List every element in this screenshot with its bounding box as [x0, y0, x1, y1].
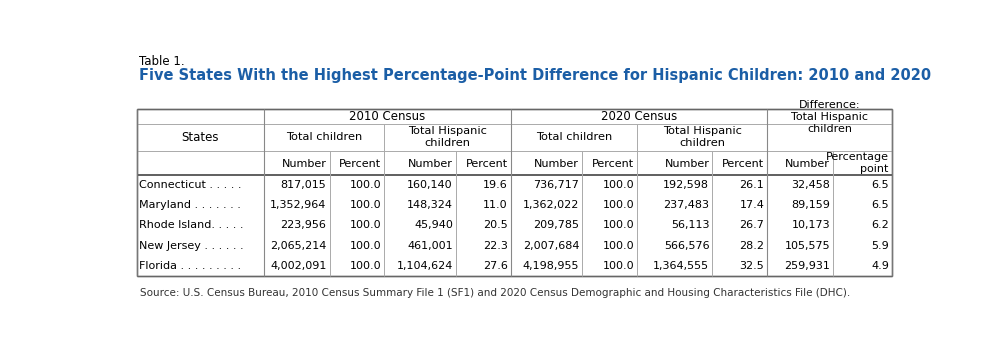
Text: 2,007,684: 2,007,684 — [523, 241, 579, 251]
Text: Rhode Island. . . . .: Rhode Island. . . . . — [139, 220, 244, 230]
Text: Percent: Percent — [721, 159, 763, 169]
Text: 100.0: 100.0 — [349, 180, 381, 190]
Text: 1,362,022: 1,362,022 — [523, 200, 579, 210]
Text: New Jersey . . . . . .: New Jersey . . . . . . — [139, 241, 244, 251]
Text: 100.0: 100.0 — [602, 200, 634, 210]
Text: 160,140: 160,140 — [407, 180, 452, 190]
Text: 223,956: 223,956 — [280, 220, 326, 230]
Text: 2010 Census: 2010 Census — [349, 110, 425, 123]
Text: 26.7: 26.7 — [738, 220, 763, 230]
Text: 1,352,964: 1,352,964 — [270, 200, 326, 210]
Text: Table 1.: Table 1. — [138, 55, 185, 68]
Bar — [137, 109, 891, 276]
Text: Five States With the Highest Percentage-Point Difference for Hispanic Children: : Five States With the Highest Percentage-… — [138, 68, 930, 82]
Text: Number: Number — [534, 159, 579, 169]
Text: 4.9: 4.9 — [871, 261, 888, 271]
Text: Difference:
Total Hispanic
children: Difference: Total Hispanic children — [790, 100, 868, 134]
Text: Number: Number — [784, 159, 829, 169]
Text: 6.5: 6.5 — [871, 200, 888, 210]
Text: Total Hispanic
children: Total Hispanic children — [662, 126, 741, 148]
Text: 566,576: 566,576 — [663, 241, 708, 251]
Text: 192,598: 192,598 — [663, 180, 708, 190]
Text: 1,104,624: 1,104,624 — [396, 261, 452, 271]
Text: 32,458: 32,458 — [790, 180, 829, 190]
Text: 6.5: 6.5 — [871, 180, 888, 190]
Text: 17.4: 17.4 — [738, 200, 763, 210]
Text: States: States — [182, 131, 219, 144]
Text: Total children: Total children — [286, 132, 362, 142]
Text: 6.2: 6.2 — [871, 220, 888, 230]
Text: Percent: Percent — [339, 159, 381, 169]
Text: 105,575: 105,575 — [783, 241, 829, 251]
Text: 19.6: 19.6 — [482, 180, 508, 190]
Text: Number: Number — [281, 159, 326, 169]
Text: Number: Number — [664, 159, 708, 169]
Text: 28.2: 28.2 — [738, 241, 763, 251]
Text: Total children: Total children — [536, 132, 612, 142]
Text: 461,001: 461,001 — [407, 241, 452, 251]
Text: Total Hispanic
children: Total Hispanic children — [408, 126, 486, 148]
Text: 148,324: 148,324 — [406, 200, 452, 210]
Text: 45,940: 45,940 — [413, 220, 452, 230]
Text: 259,931: 259,931 — [783, 261, 829, 271]
Text: Percent: Percent — [592, 159, 634, 169]
Text: Source: U.S. Census Bureau, 2010 Census Summary File 1 (SF1) and 2020 Census Dem: Source: U.S. Census Bureau, 2010 Census … — [140, 288, 850, 298]
Text: 2,065,214: 2,065,214 — [270, 241, 326, 251]
Text: 209,785: 209,785 — [533, 220, 579, 230]
Text: Percent: Percent — [465, 159, 508, 169]
Text: 2020 Census: 2020 Census — [601, 110, 677, 123]
Text: Percentage
point: Percentage point — [825, 152, 888, 174]
Text: 20.5: 20.5 — [482, 220, 508, 230]
Text: 1,364,555: 1,364,555 — [653, 261, 708, 271]
Text: 4,002,091: 4,002,091 — [270, 261, 326, 271]
Text: 10,173: 10,173 — [790, 220, 829, 230]
Text: 736,717: 736,717 — [533, 180, 579, 190]
Text: 89,159: 89,159 — [790, 200, 829, 210]
Text: 100.0: 100.0 — [602, 220, 634, 230]
Text: 817,015: 817,015 — [281, 180, 326, 190]
Text: 56,113: 56,113 — [670, 220, 708, 230]
Text: 26.1: 26.1 — [739, 180, 763, 190]
Text: Florida . . . . . . . . .: Florida . . . . . . . . . — [139, 261, 242, 271]
Text: Connecticut . . . . .: Connecticut . . . . . — [139, 180, 242, 190]
Text: 4,198,955: 4,198,955 — [523, 261, 579, 271]
Text: 11.0: 11.0 — [482, 200, 508, 210]
Text: 100.0: 100.0 — [349, 241, 381, 251]
Text: 22.3: 22.3 — [482, 241, 508, 251]
Text: 237,483: 237,483 — [663, 200, 708, 210]
Text: 100.0: 100.0 — [602, 261, 634, 271]
Text: Maryland . . . . . . .: Maryland . . . . . . . — [139, 200, 241, 210]
Text: 100.0: 100.0 — [349, 261, 381, 271]
Text: 27.6: 27.6 — [482, 261, 508, 271]
Text: 100.0: 100.0 — [602, 241, 634, 251]
Text: 100.0: 100.0 — [602, 180, 634, 190]
Text: Number: Number — [407, 159, 452, 169]
Text: 100.0: 100.0 — [349, 200, 381, 210]
Text: 32.5: 32.5 — [739, 261, 763, 271]
Text: 100.0: 100.0 — [349, 220, 381, 230]
Text: 5.9: 5.9 — [871, 241, 888, 251]
